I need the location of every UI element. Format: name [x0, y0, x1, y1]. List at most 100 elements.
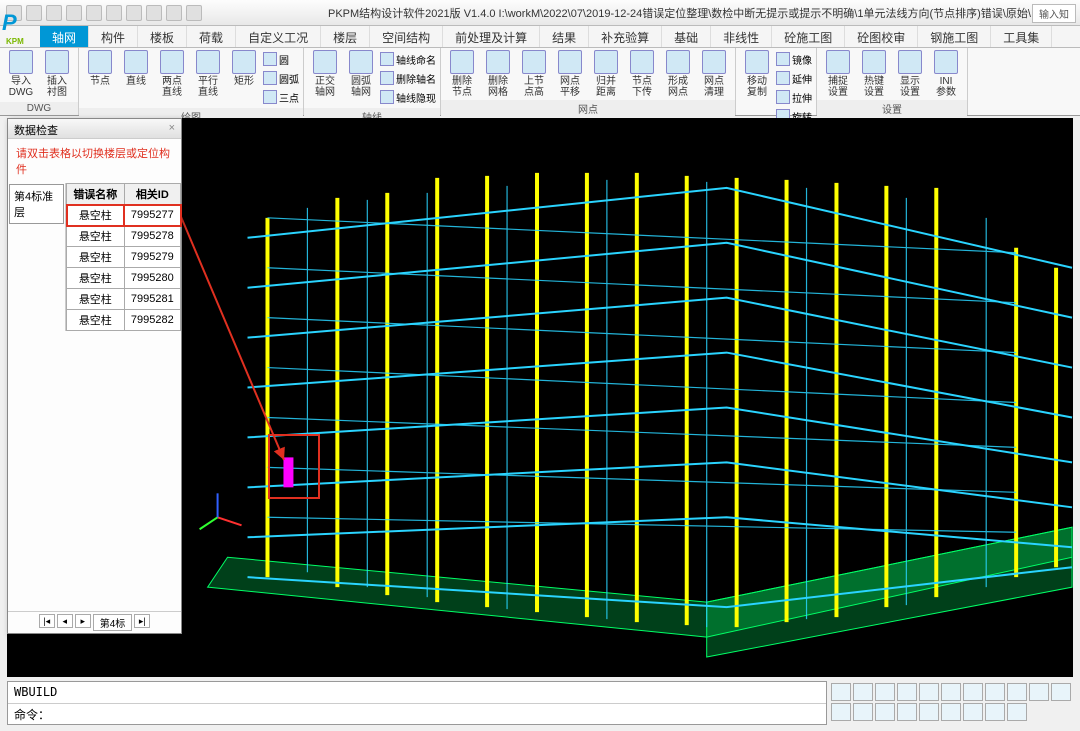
qat-button[interactable] — [186, 5, 202, 21]
tool-圆弧轴网[interactable]: 圆弧轴网 — [344, 50, 378, 98]
tool-归并距离[interactable]: 归并距离 — [589, 50, 623, 98]
tool-延伸[interactable]: 延伸 — [776, 69, 812, 87]
tool-形成网点[interactable]: 形成网点 — [661, 50, 695, 98]
view-icon[interactable] — [919, 683, 939, 701]
view-icon[interactable] — [985, 703, 1005, 721]
tool-镜像[interactable]: 镜像 — [776, 50, 812, 68]
tab-基础[interactable]: 基础 — [662, 26, 711, 47]
tool-网点清理[interactable]: 网点清理 — [697, 50, 731, 98]
command-input[interactable]: 命令： — [8, 704, 826, 724]
tab-钢施工图[interactable]: 钢施工图 — [918, 26, 991, 47]
tool-icon — [9, 50, 33, 74]
view-icon[interactable] — [985, 683, 1005, 701]
qat-button[interactable] — [126, 5, 142, 21]
tab-楼板[interactable]: 楼板 — [138, 26, 187, 47]
tab-前处理及计算[interactable]: 前处理及计算 — [443, 26, 540, 47]
footer-tab[interactable]: 第4标 — [93, 614, 133, 631]
view-icon[interactable] — [897, 683, 917, 701]
tool-圆[interactable]: 圆 — [263, 50, 299, 68]
view-icon[interactable] — [1007, 703, 1027, 721]
tool-导入DWG[interactable]: 导入DWG — [4, 50, 38, 98]
tab-荷载[interactable]: 荷载 — [187, 26, 236, 47]
tool-删除节点[interactable]: 删除节点 — [445, 50, 479, 98]
tool-节点下传[interactable]: 节点下传 — [625, 50, 659, 98]
tool-INI参数[interactable]: INI参数 — [929, 50, 963, 98]
table-row[interactable]: 悬空柱7995280 — [67, 268, 181, 289]
table-row[interactable]: 悬空柱7995279 — [67, 247, 181, 268]
tab-工具集[interactable]: 工具集 — [991, 26, 1052, 47]
close-icon[interactable]: × — [169, 122, 175, 135]
panel-hint: 请双击表格以切换楼层或定位构件 — [8, 139, 181, 183]
tool-三点[interactable]: 三点 — [263, 88, 299, 106]
tool-删除网格[interactable]: 删除网格 — [481, 50, 515, 98]
tool-热键设置[interactable]: 热键设置 — [857, 50, 891, 98]
qat-button[interactable] — [46, 5, 62, 21]
nav-last-button[interactable]: ▸| — [134, 614, 150, 628]
tab-轴网[interactable]: 轴网 — [40, 26, 89, 47]
view-icon[interactable] — [919, 703, 939, 721]
qat-button[interactable] — [86, 5, 102, 21]
view-icon[interactable] — [831, 703, 851, 721]
tool-直线[interactable]: 直线 — [119, 50, 153, 87]
tool-平行直线[interactable]: 平行直线 — [191, 50, 225, 98]
tool-节点[interactable]: 节点 — [83, 50, 117, 87]
tool-圆弧[interactable]: 圆弧 — [263, 69, 299, 87]
tool-插入衬图[interactable]: 插入衬图 — [40, 50, 74, 98]
view-icon[interactable] — [963, 683, 983, 701]
qat-button[interactable] — [146, 5, 162, 21]
tool-icon — [486, 50, 510, 74]
view-icon[interactable] — [941, 683, 961, 701]
tab-砼图校审[interactable]: 砼图校审 — [845, 26, 918, 47]
tab-构件[interactable]: 构件 — [89, 26, 138, 47]
table-row[interactable]: 悬空柱7995282 — [67, 310, 181, 331]
tool-删除轴名[interactable]: 删除轴名 — [380, 69, 436, 87]
nav-next-button[interactable]: ▸ — [75, 614, 91, 628]
tool-两点直线[interactable]: 两点直线 — [155, 50, 189, 98]
tool-拉伸[interactable]: 拉伸 — [776, 88, 812, 106]
qat-button[interactable] — [106, 5, 122, 21]
ribbon-group-修改: 移动复制镜像延伸拉伸旋转圆角偏移阵列修改 — [736, 48, 817, 115]
view-icon[interactable] — [963, 703, 983, 721]
table-row[interactable]: 悬空柱7995277 — [67, 205, 181, 226]
ribbon-group-label: 网点 — [441, 100, 735, 117]
view-icon[interactable] — [1029, 683, 1049, 701]
tool-轴线隐现[interactable]: 轴线隐现 — [380, 88, 436, 106]
tool-上节点高[interactable]: 上节点高 — [517, 50, 551, 98]
ribbon-group-绘图: 节点直线两点直线平行直线矩形圆圆弧三点绘图 — [79, 48, 304, 115]
tab-非线性[interactable]: 非线性 — [711, 26, 772, 47]
nav-first-button[interactable]: |◂ — [39, 614, 55, 628]
tab-补充验算[interactable]: 补充验算 — [589, 26, 662, 47]
tool-网点平移[interactable]: 网点平移 — [553, 50, 587, 98]
view-icon[interactable] — [853, 703, 873, 721]
tool-移动复制[interactable]: 移动复制 — [740, 50, 774, 98]
qat-button[interactable] — [166, 5, 182, 21]
view-icon[interactable] — [941, 703, 961, 721]
tool-矩形[interactable]: 矩形 — [227, 50, 261, 87]
table-row[interactable]: 悬空柱7995278 — [67, 226, 181, 247]
tab-砼施工图[interactable]: 砼施工图 — [772, 26, 845, 47]
tool-icon — [630, 50, 654, 74]
tool-正交轴网[interactable]: 正交轴网 — [308, 50, 342, 98]
qat-button[interactable] — [66, 5, 82, 21]
view-icon[interactable] — [897, 703, 917, 721]
title-right-box[interactable]: 输入知 — [1032, 4, 1076, 23]
tool-显示设置[interactable]: 显示设置 — [893, 50, 927, 98]
view-icon[interactable] — [853, 683, 873, 701]
view-icon[interactable] — [875, 683, 895, 701]
col-header-name[interactable]: 错误名称 — [67, 184, 125, 205]
tool-icon — [349, 50, 373, 74]
tab-结果[interactable]: 结果 — [540, 26, 589, 47]
view-icon[interactable] — [1051, 683, 1071, 701]
nav-prev-button[interactable]: ◂ — [57, 614, 73, 628]
table-row[interactable]: 悬空柱7995281 — [67, 289, 181, 310]
tool-轴线命名[interactable]: 轴线命名 — [380, 50, 436, 68]
floor-item[interactable]: 第4标准层 — [9, 184, 64, 224]
tab-空间结构[interactable]: 空间结构 — [370, 26, 443, 47]
view-icon[interactable] — [875, 703, 895, 721]
tool-捕捉设置[interactable]: 捕捉设置 — [821, 50, 855, 98]
tab-自定义工况[interactable]: 自定义工况 — [236, 26, 321, 47]
view-icon[interactable] — [831, 683, 851, 701]
col-header-id[interactable]: 相关ID — [124, 184, 180, 205]
view-icon[interactable] — [1007, 683, 1027, 701]
tab-楼层[interactable]: 楼层 — [321, 26, 370, 47]
